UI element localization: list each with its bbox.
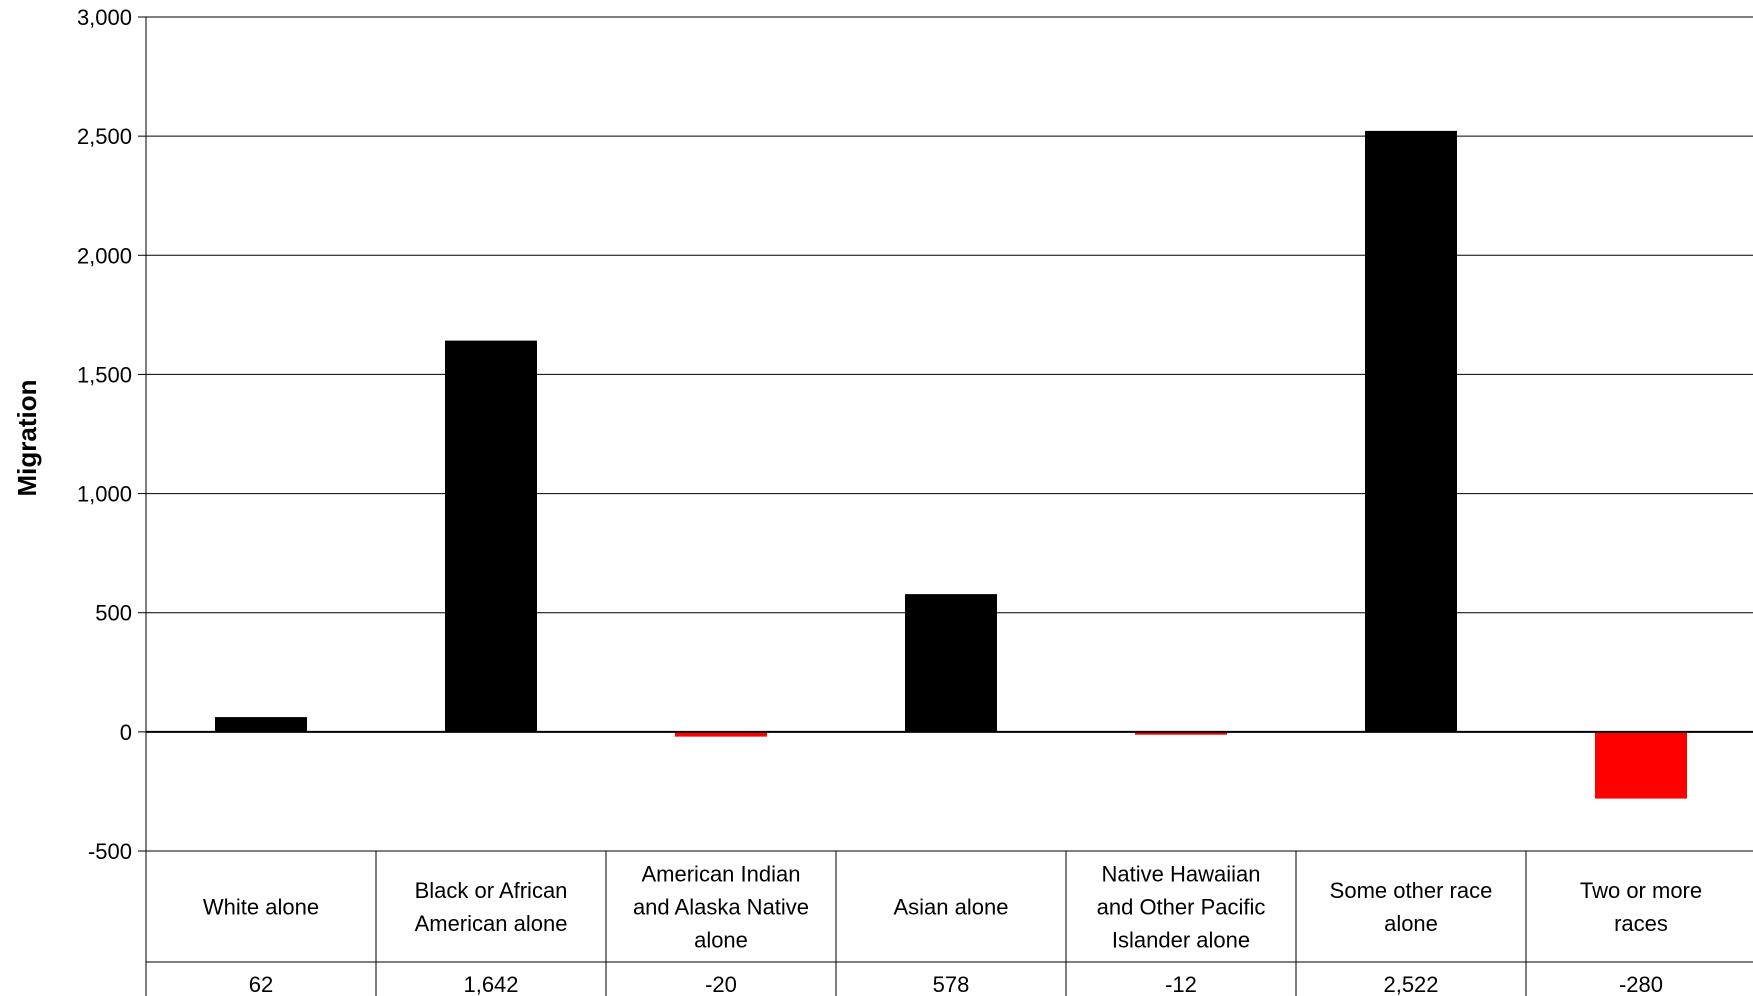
y-tick-label: 500 — [95, 601, 132, 626]
category-label: Some other race alone — [1330, 878, 1493, 936]
category-label: Native Hawaiian and Other Pacific Islander… — [1097, 862, 1266, 953]
bar — [215, 717, 307, 732]
y-tick-label: 1,000 — [77, 482, 132, 507]
bar — [675, 731, 767, 737]
value-label: 2,522 — [1383, 972, 1438, 996]
y-tick-label: 1,500 — [77, 362, 132, 387]
y-tick-label: 3,000 — [77, 5, 132, 30]
axis-layer: 3,000 2,500 2,000 1,500 1,000 500 0 -500 — [77, 5, 1753, 996]
bars-layer — [215, 130, 1687, 799]
value-label: 578 — [933, 972, 970, 996]
y-axis-title: Migration — [12, 380, 42, 497]
data-table: White alone 62 Black or African American al… — [146, 850, 1753, 996]
value-label: 1,642 — [463, 972, 518, 996]
category-label: Black or African American alone — [415, 878, 568, 936]
category-label: American Indian and Alaska Native alone — [633, 862, 809, 953]
category-label: Asian alone — [894, 895, 1009, 920]
bar — [905, 594, 997, 732]
value-label: -280 — [1619, 972, 1663, 996]
bar — [1135, 731, 1227, 735]
bar — [1365, 130, 1457, 732]
y-tick-label: -500 — [88, 839, 132, 864]
value-label: 62 — [249, 972, 273, 996]
value-label: -20 — [705, 972, 737, 996]
bar — [1595, 731, 1687, 799]
value-label: -12 — [1165, 972, 1197, 996]
y-tick-label: 2,000 — [77, 243, 132, 268]
category-label: Two or more races — [1580, 878, 1702, 936]
category-label: White alone — [203, 895, 319, 920]
y-tick-label: 2,500 — [77, 124, 132, 149]
y-tick-label: 0 — [120, 720, 132, 745]
bar — [445, 340, 537, 732]
